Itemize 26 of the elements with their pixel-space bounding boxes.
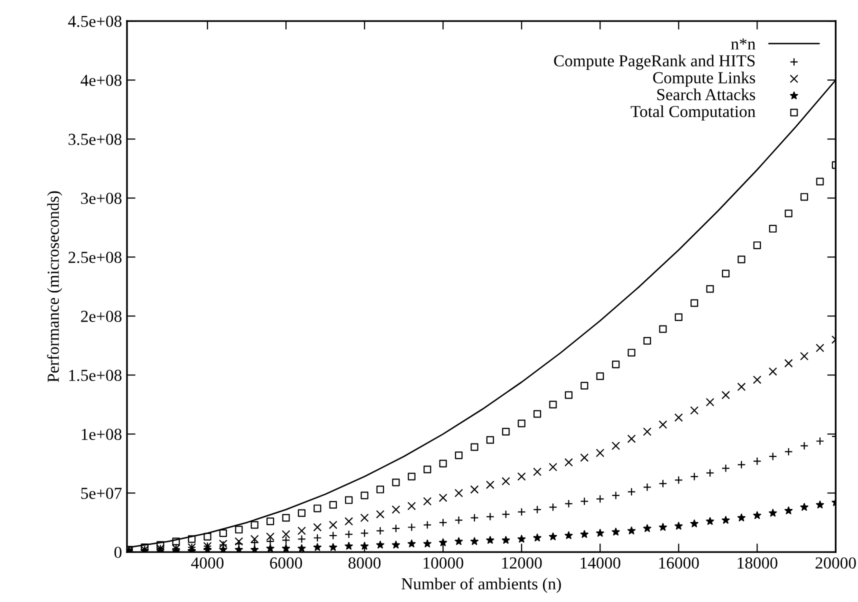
y-tick-label: 2e+08 [81, 310, 122, 322]
x-tick-label: 8000 [348, 557, 381, 569]
x-tick-label: 14000 [580, 557, 620, 569]
x-tick-label: 20000 [816, 557, 856, 569]
legend-label: n*n [731, 38, 756, 50]
y-tick-label: 1.5e+08 [69, 370, 122, 382]
legend-label: Compute Links [653, 72, 756, 87]
x-tick-label: 16000 [659, 557, 699, 569]
y-tick-label: 3.5e+08 [68, 134, 122, 146]
x-tick-label: 6000 [270, 557, 302, 569]
y-tick-label: 4.5e+08 [68, 16, 122, 28]
x-tick-label: 12000 [502, 557, 542, 569]
x-axis-title: Number of ambients (n) [402, 578, 561, 593]
legend-label: Search Attacks [657, 88, 756, 100]
y-tick-label: 0 [114, 546, 122, 558]
y-axis-title: Performance (microseconds) [46, 191, 62, 382]
y-tick-label: 4e+08 [80, 74, 122, 86]
x-tick-label: 18000 [738, 557, 778, 569]
legend-label: Total Computation [630, 105, 756, 121]
y-tick-label: 1e+08 [82, 428, 122, 440]
legend-label: Compute PageRank and HITS [554, 54, 755, 70]
y-tick-label: 3e+08 [81, 192, 122, 204]
x-tick-label: 10000 [424, 557, 464, 569]
y-tick-label: 2.5e+08 [68, 252, 122, 264]
y-tick-label: 5e+07 [81, 488, 122, 499]
x-tick-label: 4000 [191, 557, 224, 569]
